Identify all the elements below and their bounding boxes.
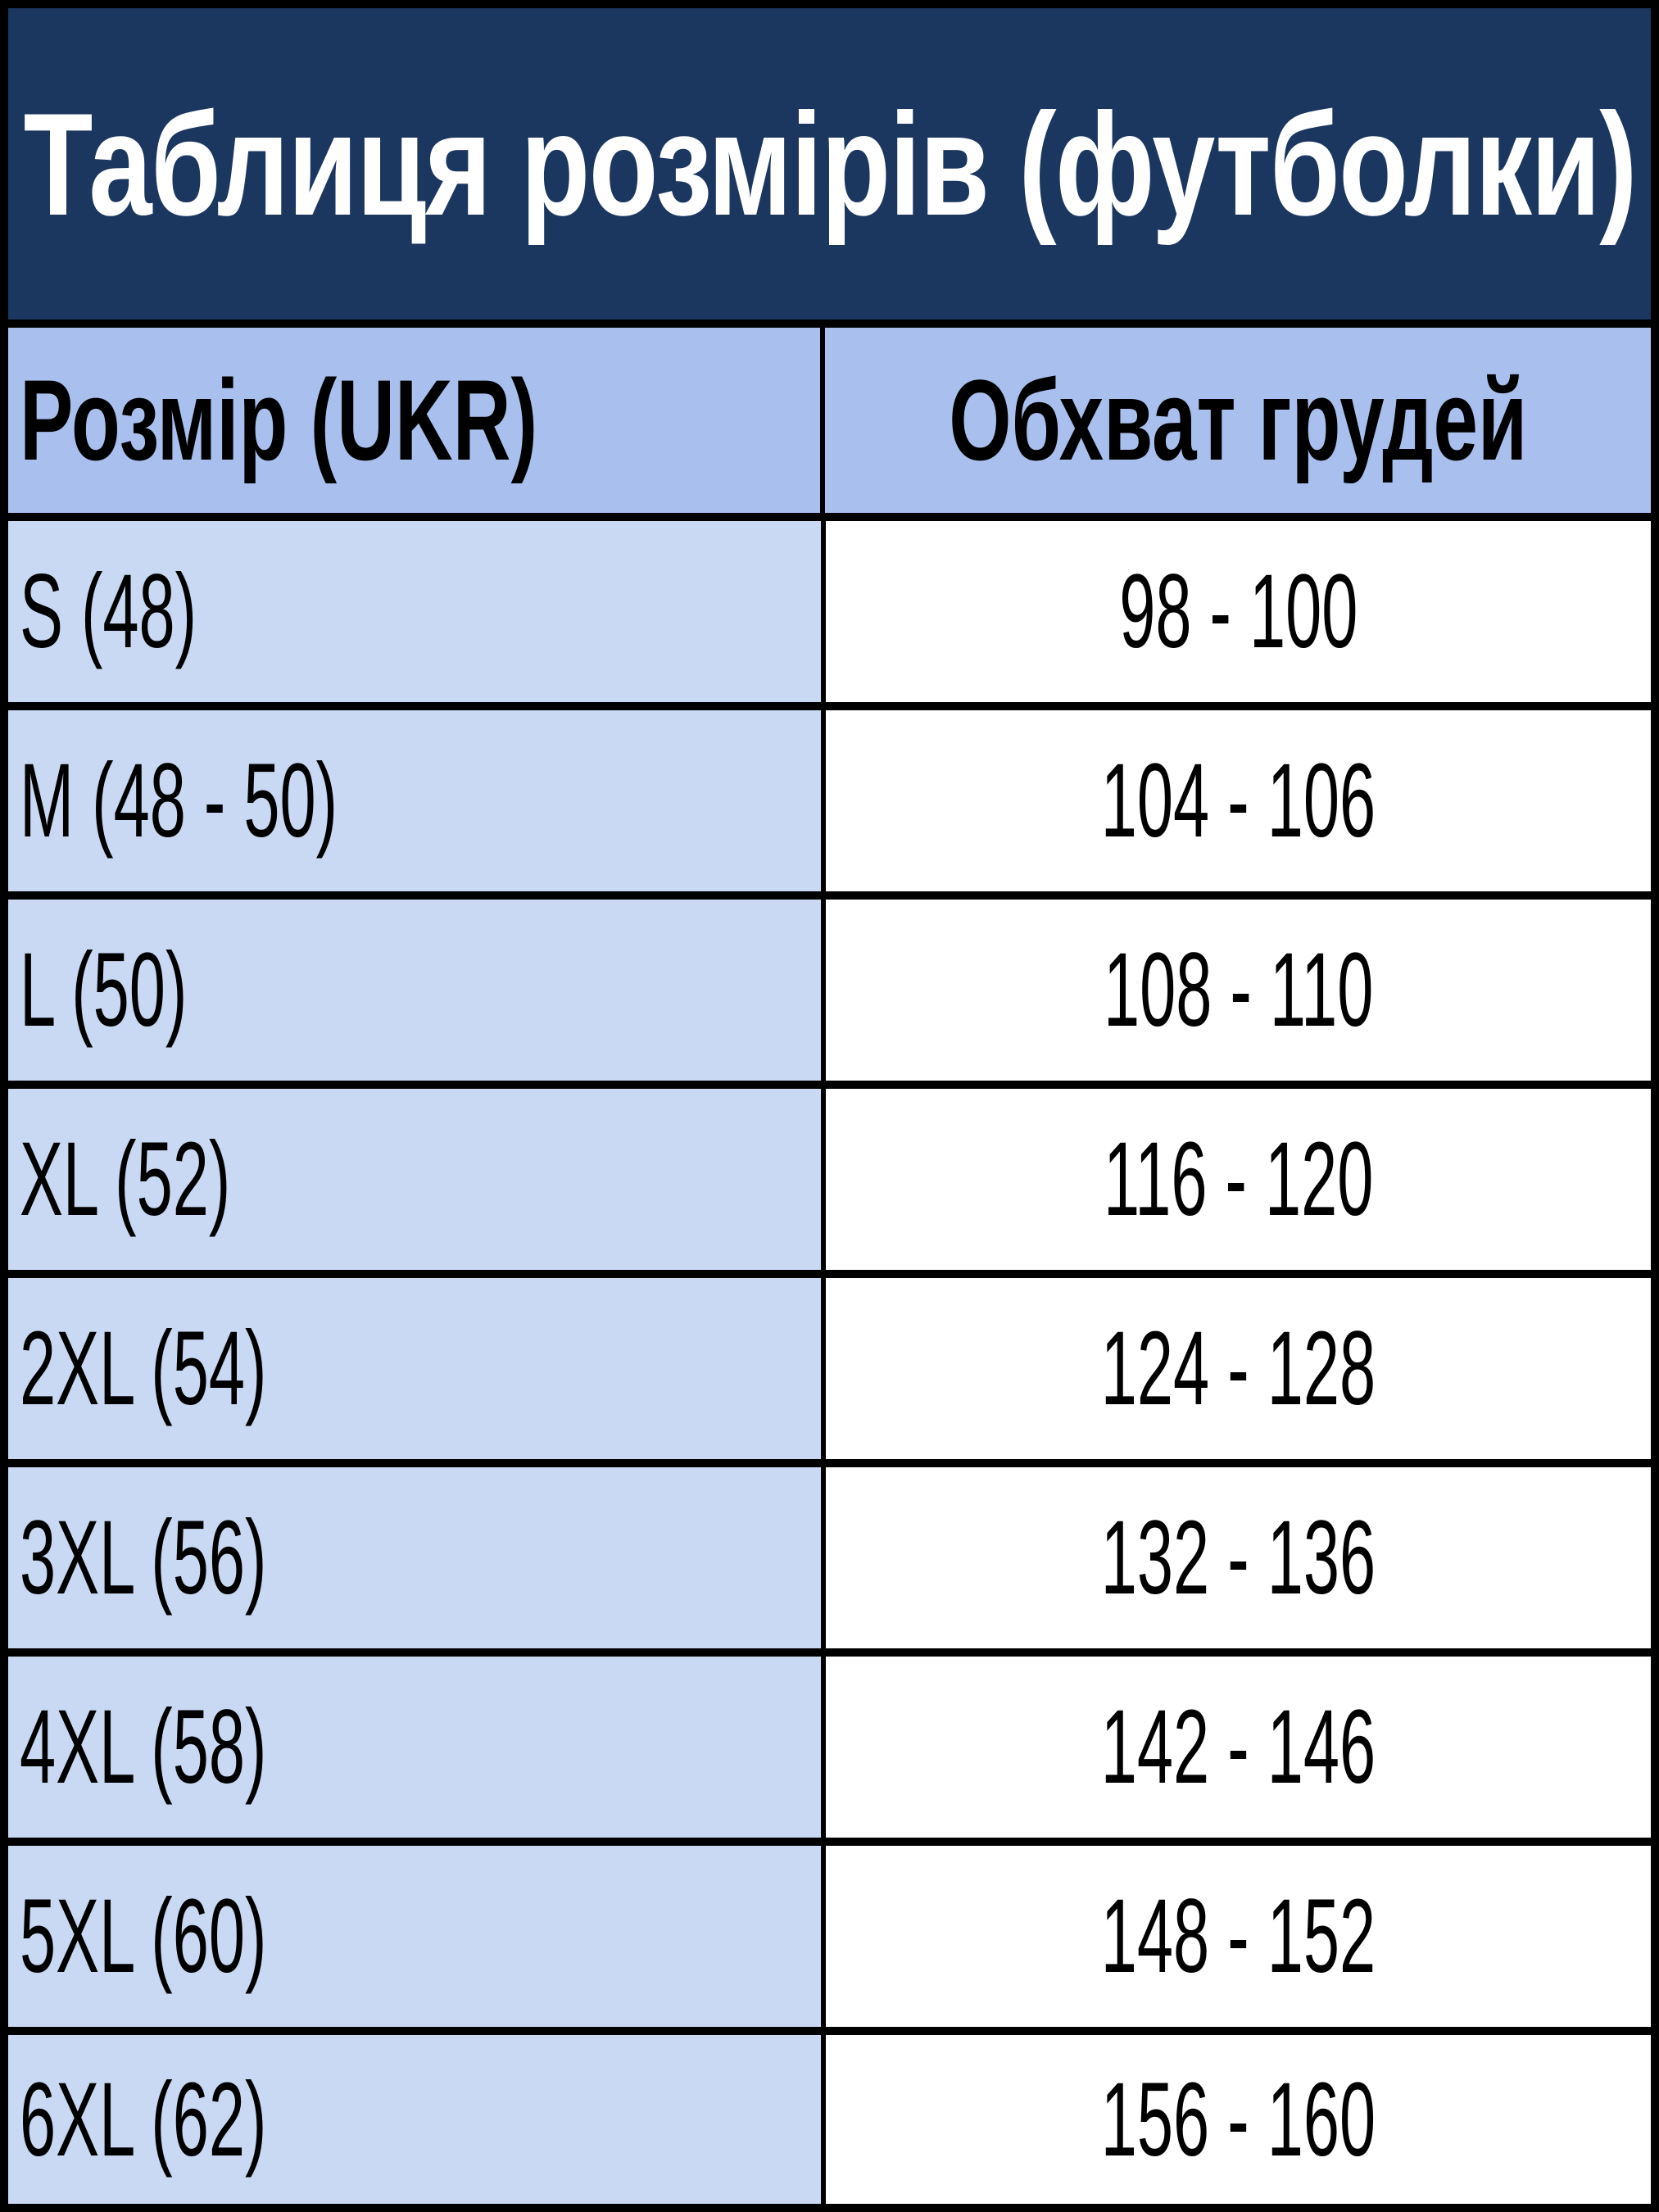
- chest-cell: 132 - 136: [826, 1467, 1651, 1648]
- chest-cell: 98 - 100: [826, 521, 1651, 702]
- header-size-text: Розмір (UKR): [20, 356, 538, 484]
- size-value: M (48 - 50): [20, 742, 338, 859]
- chest-cell: 156 - 160: [826, 2035, 1651, 2204]
- chest-value: 148 - 152: [1100, 1878, 1376, 1995]
- size-value: 2XL (54): [20, 1310, 267, 1427]
- chest-value: 124 - 128: [1100, 1310, 1376, 1427]
- size-cell: 4XL (58): [8, 1657, 826, 1838]
- chest-value: 132 - 136: [1100, 1499, 1376, 1616]
- chest-value: 98 - 100: [1118, 553, 1358, 670]
- header-row: Розмір (UKR) Обхват грудей: [8, 328, 1651, 521]
- table-row: M (48 - 50) 104 - 106: [8, 710, 1651, 900]
- chest-cell: 142 - 146: [826, 1657, 1651, 1838]
- size-cell: XL (52): [8, 1089, 826, 1270]
- chest-value: 104 - 106: [1100, 742, 1376, 859]
- chest-value: 116 - 120: [1103, 1121, 1374, 1238]
- table-row: 2XL (54) 124 - 128: [8, 1278, 1651, 1467]
- table-row: S (48) 98 - 100: [8, 521, 1651, 710]
- chest-value: 156 - 160: [1100, 2060, 1376, 2178]
- size-value: S (48): [20, 553, 197, 670]
- header-size: Розмір (UKR): [8, 328, 825, 513]
- chest-cell: 116 - 120: [826, 1089, 1651, 1270]
- size-cell: 5XL (60): [8, 1846, 826, 2027]
- size-value: L (50): [20, 931, 188, 1049]
- chest-value: 142 - 146: [1100, 1688, 1376, 1806]
- chest-value: 108 - 110: [1103, 931, 1374, 1049]
- size-value: XL (52): [20, 1121, 231, 1238]
- table-row: L (50) 108 - 110: [8, 900, 1651, 1089]
- table-title-text: Таблиця розмірів (футболки): [23, 82, 1637, 246]
- size-value: 3XL (56): [20, 1499, 267, 1616]
- size-cell: 3XL (56): [8, 1467, 826, 1648]
- size-cell: S (48): [8, 521, 826, 702]
- header-chest-text: Обхват грудей: [948, 356, 1527, 484]
- chest-cell: 104 - 106: [826, 710, 1651, 891]
- size-cell: M (48 - 50): [8, 710, 826, 891]
- table-row: 5XL (60) 148 - 152: [8, 1846, 1651, 2035]
- chest-cell: 148 - 152: [826, 1846, 1651, 2027]
- table-row: 4XL (58) 142 - 146: [8, 1657, 1651, 1846]
- header-chest: Обхват грудей: [824, 328, 1651, 513]
- table-title: Таблиця розмірів (футболки): [8, 8, 1651, 328]
- size-cell: 6XL (62): [8, 2035, 826, 2204]
- size-value: 4XL (58): [20, 1688, 267, 1806]
- size-value: 6XL (62): [20, 2060, 267, 2178]
- size-cell: L (50): [8, 900, 826, 1081]
- size-value: 5XL (60): [20, 1878, 267, 1995]
- size-cell: 2XL (54): [8, 1278, 826, 1459]
- table-row: 6XL (62) 156 - 160: [8, 2035, 1651, 2204]
- table-row: XL (52) 116 - 120: [8, 1089, 1651, 1278]
- chest-cell: 124 - 128: [826, 1278, 1651, 1459]
- chest-cell: 108 - 110: [826, 900, 1651, 1081]
- table-row: 3XL (56) 132 - 136: [8, 1467, 1651, 1657]
